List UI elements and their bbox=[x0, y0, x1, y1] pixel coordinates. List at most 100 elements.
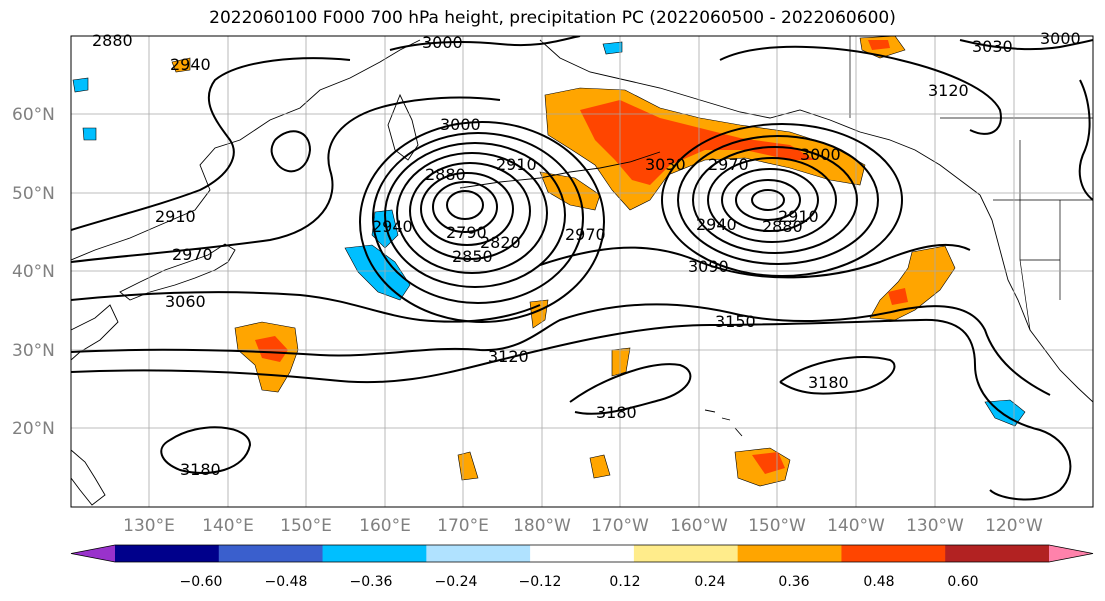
contour-north-3120 bbox=[719, 45, 1002, 135]
colorbar-outline bbox=[70, 544, 1094, 563]
contour-label: 2880 bbox=[762, 217, 803, 236]
contour-label: 3120 bbox=[928, 81, 969, 100]
contour-label: 2970 bbox=[565, 225, 606, 244]
contour-north-3000 bbox=[389, 36, 581, 51]
contour-label: 2910 bbox=[496, 155, 537, 174]
contour-west-low-7 bbox=[372, 132, 584, 304]
contour-label: 2880 bbox=[92, 31, 133, 50]
contour-label: 2940 bbox=[696, 215, 737, 234]
colorbar-extend-min bbox=[71, 545, 115, 562]
contour-west-low-6 bbox=[384, 142, 566, 288]
contour-label: 2940 bbox=[170, 55, 211, 74]
contour-east-low-6 bbox=[677, 135, 879, 265]
colorbar-segment bbox=[841, 545, 946, 562]
longitude-labels: 130°E 140°E 150°E 160°E 170°E 180°W 170°… bbox=[123, 516, 1043, 536]
lon-label: 160°W bbox=[670, 516, 728, 536]
contour-west-low-8 bbox=[359, 121, 605, 323]
lon-label: 150°E bbox=[280, 516, 332, 536]
colorbar-tick-labels: −0.60 −0.48 −0.36 −0.24 −0.12 0.12 0.24 … bbox=[180, 574, 979, 590]
colorbar-tick-label: 0.12 bbox=[609, 574, 640, 590]
contour-label: 2790 bbox=[446, 223, 487, 242]
contour-east-low-3 bbox=[721, 168, 819, 232]
coastline-kamchatka bbox=[387, 93, 419, 161]
contour-label: 2910 bbox=[155, 207, 196, 226]
colorbar-tick-label: 0.60 bbox=[947, 574, 978, 590]
lon-label: 170°E bbox=[437, 516, 489, 536]
colorbar-extend-max bbox=[1049, 545, 1093, 562]
contour-label: 3000 bbox=[440, 115, 481, 134]
colorbar-tick-label: 0.24 bbox=[694, 574, 725, 590]
contour-label: 3120 bbox=[488, 347, 529, 366]
lon-label: 160°E bbox=[359, 516, 411, 536]
contour-east-low-2 bbox=[735, 179, 801, 221]
contour-3180-south bbox=[160, 426, 252, 474]
colorbar-tick-label: 0.36 bbox=[778, 574, 809, 590]
map-frame bbox=[70, 35, 1094, 508]
contour-label: 2970 bbox=[172, 245, 213, 264]
contour-east-low-5 bbox=[692, 146, 858, 254]
precip-neg-cell-3 bbox=[602, 41, 623, 55]
contour-label: 3030 bbox=[972, 37, 1013, 56]
colorbar-tick-label: −0.12 bbox=[519, 574, 562, 590]
contour-label: 2910 bbox=[778, 207, 819, 226]
contour-label: 2850 bbox=[452, 247, 493, 266]
contour-label: 3000 bbox=[800, 145, 841, 164]
contour-label: 3180 bbox=[596, 403, 637, 422]
contour-label: 3060 bbox=[165, 292, 206, 311]
colorbar-tick-label: −0.24 bbox=[435, 574, 478, 590]
map-panel bbox=[70, 35, 1094, 508]
contour-west-low-2 bbox=[432, 181, 498, 233]
contour-east-low-1 bbox=[751, 189, 785, 211]
lat-label: 40°N bbox=[12, 262, 55, 282]
contour-zonal-3150 bbox=[71, 318, 1072, 501]
colorbar-segment bbox=[737, 545, 842, 562]
lat-label: 50°N bbox=[12, 184, 55, 204]
colorbar-segment bbox=[218, 545, 324, 562]
contour-west-low-1 bbox=[446, 190, 484, 220]
contour-zonal-2970 bbox=[71, 96, 501, 263]
contour-zonal-2910 bbox=[71, 57, 351, 231]
coastline-japan bbox=[119, 243, 236, 301]
precip-neg-cell-2 bbox=[82, 127, 97, 141]
lon-label: 140°W bbox=[827, 516, 885, 536]
graticule bbox=[71, 36, 1093, 507]
contour-east-edge bbox=[1078, 79, 1093, 201]
lon-label: 140°E bbox=[202, 516, 254, 536]
contour-label-layer: 2880 2940 3000 3030 3000 3120 3000 2880 … bbox=[92, 29, 1081, 479]
contour-3180-mid bbox=[569, 363, 692, 415]
precip-cell-4 bbox=[589, 454, 611, 479]
contour-zonal-3090 bbox=[539, 243, 971, 279]
contour-north-3030 bbox=[959, 39, 1093, 51]
contour-3180-east bbox=[779, 355, 896, 395]
lon-label: 120°W bbox=[985, 516, 1043, 536]
lat-label: 60°N bbox=[12, 105, 55, 125]
contour-label: 2970 bbox=[708, 155, 749, 174]
colorbar-segment bbox=[426, 545, 531, 562]
contour-label: 3030 bbox=[645, 155, 686, 174]
lon-label: 130°W bbox=[906, 516, 964, 536]
lon-label: 150°W bbox=[748, 516, 806, 536]
coastline-north-america bbox=[979, 194, 1093, 403]
height-contour-layer bbox=[71, 36, 1093, 501]
coastline-philippines bbox=[71, 449, 106, 506]
colorbar: −0.60 −0.48 −0.36 −0.24 −0.12 0.12 0.24 … bbox=[70, 544, 1094, 590]
colorbar-segments bbox=[70, 544, 1094, 563]
border-canada-provinces bbox=[940, 117, 1093, 200]
lat-label: 30°N bbox=[12, 341, 55, 361]
precip-core-alaska bbox=[580, 100, 815, 185]
map-title: 2022060100 F000 700 hPa height, precipit… bbox=[209, 8, 896, 28]
contour-west-low-5 bbox=[396, 152, 548, 274]
contour-label: 3000 bbox=[422, 33, 463, 52]
latitude-labels: 60°N 50°N 40°N 30°N 20°N bbox=[12, 105, 55, 439]
contour-west-low-4 bbox=[409, 162, 531, 260]
colorbar-tick-label: −0.36 bbox=[350, 574, 393, 590]
contour-zonal-3120 bbox=[71, 303, 1051, 396]
precip-neg-cell-1 bbox=[72, 77, 89, 93]
border-us-states bbox=[1019, 200, 1061, 331]
coastline-aleutians bbox=[459, 151, 661, 189]
contour-west-low-3 bbox=[420, 172, 514, 246]
contour-label: 3000 bbox=[1040, 29, 1081, 48]
colorbar-tick-label: −0.48 bbox=[265, 574, 308, 590]
precip-cell-6 bbox=[868, 40, 890, 50]
